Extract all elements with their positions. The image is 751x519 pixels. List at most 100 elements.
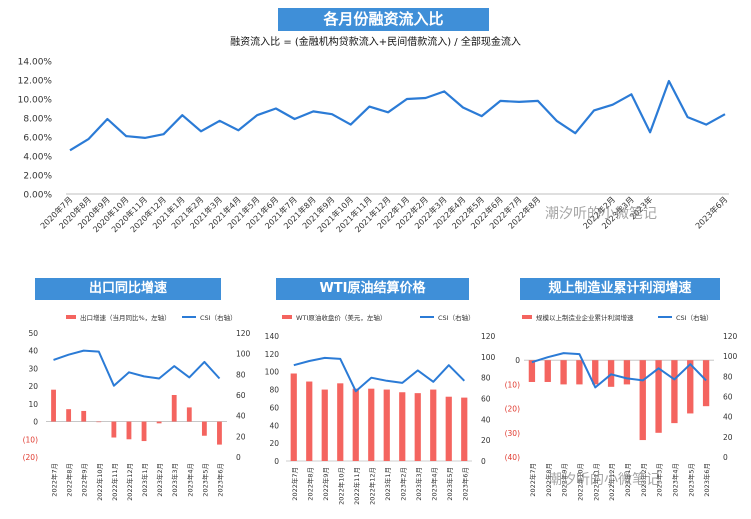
export-x-tick-label: 2023年2月	[155, 463, 164, 497]
profit-bar	[592, 360, 599, 385]
wti-bar	[368, 388, 375, 461]
export-x-tick-label: 2023年3月	[170, 463, 179, 497]
wti-legend-line-label: CSI（右轴）	[438, 313, 475, 322]
export-left-tick-label: (10)	[23, 435, 38, 444]
export-left-tick-label: 40	[28, 347, 38, 356]
wti-right-tick-label: 100	[481, 353, 496, 362]
export-bar	[156, 421, 162, 424]
export-x-tick-label: 2022年11月	[110, 463, 119, 501]
main-y-tick-label: 8.00%	[23, 115, 52, 125]
profit-bar	[671, 360, 678, 424]
export-legend-bar-swatch	[66, 315, 76, 319]
export-x-tick-label: 2023年1月	[140, 463, 149, 497]
main-y-tick-label: 10.00%	[18, 96, 53, 106]
profit-x-tick-label: 2022年10月	[575, 463, 584, 501]
wti-right-tick-label: 40	[481, 415, 491, 424]
profit-left-tick-label: (10)	[505, 380, 520, 389]
profit-bar	[576, 360, 583, 385]
profit-x-tick-label: 2023年4月	[670, 463, 679, 497]
profit-bar	[687, 360, 694, 414]
main-y-tick-label: 6.00%	[23, 134, 52, 144]
watermark-top: 潮汐听的小微笔记	[545, 206, 657, 222]
export-x-tick-label: 2022年8月	[65, 463, 74, 497]
wti-bar	[321, 389, 328, 461]
wti-left-tick-label: 120	[265, 350, 280, 359]
wti-right-tick-label: 80	[481, 374, 491, 383]
profit-left-tick-label: 0	[515, 356, 520, 365]
profit-bar	[702, 360, 710, 407]
export-bar	[217, 421, 222, 445]
profit-x-tick-label: 2023年3月	[655, 463, 664, 497]
profit-x-tick-label: 2023年6月	[702, 463, 711, 497]
wti-bar	[430, 389, 437, 461]
wti-x-tick-label: 2022年8月	[305, 467, 314, 501]
export-left-tick-label: 50	[28, 329, 38, 338]
wti-left-tick-label: 100	[265, 368, 280, 377]
export-x-tick-label: 2023年4月	[185, 463, 194, 497]
wti-bar	[414, 393, 421, 461]
wti-x-tick-label: 2022年12月	[367, 467, 376, 505]
profit-bar	[639, 360, 646, 441]
wti-bar	[461, 397, 468, 461]
profit-x-tick-label: 2022年8月	[544, 463, 553, 497]
wti-x-tick-label: 2023年2月	[398, 467, 407, 501]
main-x-tick-label: 2023年6月	[693, 194, 729, 230]
wti-bar	[337, 383, 344, 461]
wti-right-tick-label: 120	[481, 332, 496, 341]
export-bar	[81, 410, 87, 422]
profit-right-tick-label: 20	[723, 433, 733, 442]
wti-x-tick-label: 2022年11月	[352, 467, 361, 505]
wti-right-tick-label: 20	[481, 436, 491, 445]
profit-right-tick-label: 60	[723, 393, 733, 402]
wti-legend-bar-swatch	[282, 315, 292, 319]
export-bar	[126, 421, 132, 440]
export-right-tick-label: 80	[236, 370, 246, 379]
profit-x-tick-label: 2023年1月	[623, 463, 632, 497]
wti-bar	[399, 392, 406, 461]
export-left-tick-label: 0	[33, 418, 38, 427]
export-bar	[171, 395, 177, 422]
profit-legend-bar-swatch	[522, 315, 532, 319]
export-bar	[201, 421, 207, 436]
export-x-tick-label: 2022年12月	[125, 463, 134, 501]
export-right-tick-label: 120	[236, 329, 251, 338]
export-left-tick-label: (20)	[23, 453, 38, 462]
wti-bar	[445, 396, 452, 461]
wti-x-tick-label: 2023年5月	[445, 467, 454, 501]
export-bar	[51, 389, 56, 422]
main-chart-subtitle: 融资流入比 = (金融机构贷款流入+民间借款流入) / 全部现金流入	[230, 37, 521, 48]
export-bar	[186, 407, 192, 422]
profit-x-tick-label: 2023年2月	[639, 463, 648, 497]
wti-bar	[383, 389, 390, 461]
wti-x-tick-label: 2023年4月	[429, 467, 438, 501]
export-csi-line	[53, 349, 221, 387]
export-left-tick-label: 10	[28, 400, 38, 409]
wti-left-tick-label: 80	[269, 386, 279, 395]
wti-chart-title: WTI原油结算价格	[276, 278, 469, 300]
wti-x-tick-label: 2023年3月	[414, 467, 423, 501]
export-right-tick-label: 60	[236, 391, 246, 400]
profit-chart-title: 规上制造业累计利润增速	[520, 278, 720, 300]
profit-left-tick-label: (20)	[505, 405, 520, 414]
wti-bar	[352, 388, 359, 461]
profit-left-tick-label: (40)	[505, 453, 520, 462]
profit-right-tick-label: 80	[723, 372, 733, 381]
profit-bar	[544, 360, 551, 382]
main-y-tick-label: 0.00%	[23, 191, 52, 201]
export-bar	[66, 409, 72, 422]
export-x-tick-label: 2023年5月	[200, 463, 209, 497]
wti-legend-bar-label: WTI原油收盘价（美元，左轴）	[296, 313, 386, 322]
wti-left-tick-label: 140	[265, 332, 280, 341]
profit-bar	[655, 360, 662, 433]
main-series-line	[69, 79, 726, 152]
export-x-tick-label: 2023年6月	[215, 463, 224, 497]
export-right-tick-label: 40	[236, 412, 246, 421]
profit-legend-line-label: CSI（右轴）	[676, 313, 713, 322]
wti-bar	[306, 381, 313, 461]
watermark-bottom: 潮汐听的小微笔记	[548, 472, 660, 488]
export-x-tick-label: 2022年9月	[80, 463, 89, 497]
wti-x-tick-label: 2023年1月	[383, 467, 392, 501]
export-bar	[111, 421, 117, 438]
profit-left-tick-label: (30)	[505, 429, 520, 438]
wti-bar	[290, 373, 297, 461]
